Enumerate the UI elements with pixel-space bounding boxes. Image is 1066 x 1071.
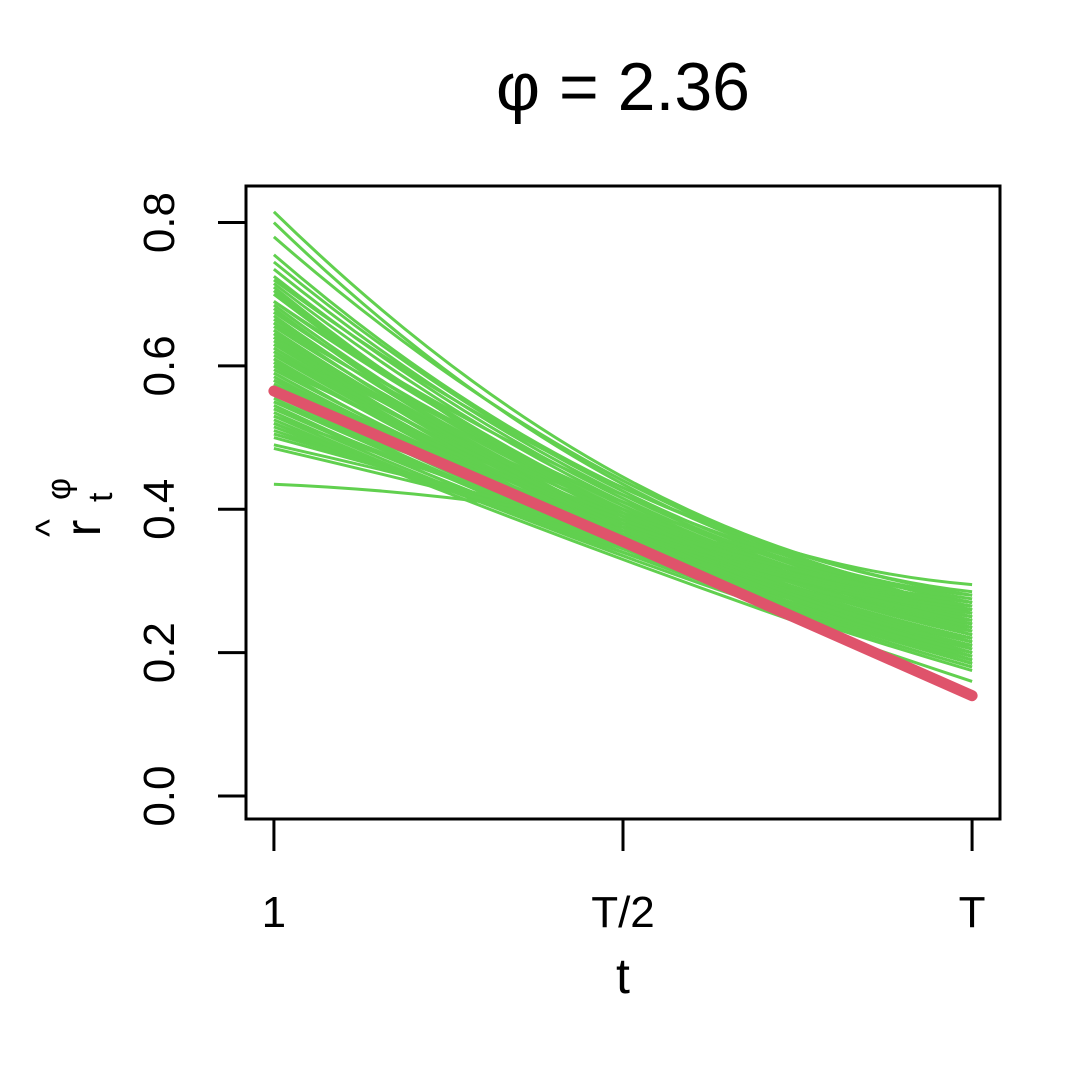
reference-layer xyxy=(268,385,978,702)
simulated-series-line-71 xyxy=(273,346,973,608)
simulated-series-line-42 xyxy=(273,414,973,673)
simulated-series-line-72 xyxy=(273,361,973,604)
x-axis-tick-label: 1 xyxy=(262,888,286,937)
y-axis-title-subscript: t xyxy=(82,492,120,502)
simulated-series-line-69 xyxy=(273,310,973,601)
series-layer xyxy=(272,210,973,683)
y-axis-tick-label: 0.8 xyxy=(135,192,184,253)
y-axis-title-accent: ^ xyxy=(29,519,71,537)
simulated-series-line-75 xyxy=(273,336,973,658)
x-axis-tick-label: T xyxy=(959,888,986,937)
x-axis-title: t xyxy=(616,948,630,1004)
chart-title: φ = 2.36 xyxy=(496,49,750,125)
y-axis-title-superscript: φ xyxy=(40,478,78,500)
y-axis-tick-label: 0.6 xyxy=(135,335,184,396)
reference-series-line xyxy=(268,385,978,702)
x-axis: 1 T/2 T xyxy=(262,819,986,937)
y-axis-tick-label: 0.4 xyxy=(135,479,184,540)
simulated-series-line-74 xyxy=(273,321,973,655)
y-axis-tick-label: 0.2 xyxy=(135,622,184,683)
x-axis-tick-label: T/2 xyxy=(591,888,655,937)
y-axis-tick-label: 0.0 xyxy=(135,766,184,827)
simulated-series-line-73 xyxy=(272,293,973,644)
simulated-series-line-53 xyxy=(273,278,973,597)
y-axis-title: r ^ φ t xyxy=(29,478,120,537)
y-axis-title-base: r xyxy=(55,520,111,537)
y-axis: 0.0 0.2 0.4 0.6 0.8 xyxy=(135,192,246,827)
